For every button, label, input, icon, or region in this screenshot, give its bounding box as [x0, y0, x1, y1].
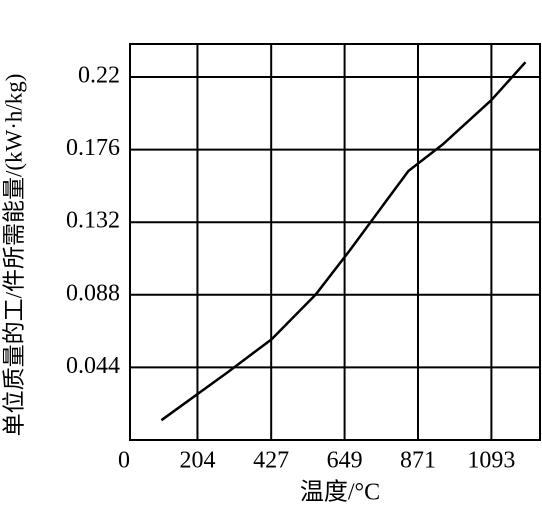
- x-tick-label: 0: [118, 448, 130, 474]
- y-tick-label: 0.088: [66, 280, 120, 306]
- x-tick-label: 649: [327, 448, 363, 474]
- x-tick-label: 427: [253, 448, 289, 474]
- y-tick-label: 0.176: [66, 135, 120, 161]
- plot-frame: [129, 43, 541, 441]
- x-tick-label: 871: [400, 448, 436, 474]
- y-tick-label: 0.132: [66, 208, 120, 234]
- x-axis-label: 温度/°C: [300, 479, 380, 506]
- x-tick-label: 204: [179, 448, 215, 474]
- y-tick-label: 0.044: [66, 353, 120, 379]
- x-tick-label: 1093: [467, 448, 515, 474]
- y-tick-label: 0.22: [78, 63, 120, 89]
- y-axis-label: 单位质量的工/件所需能量/(kW·h/kg): [1, 74, 26, 437]
- data-line: [160, 61, 527, 422]
